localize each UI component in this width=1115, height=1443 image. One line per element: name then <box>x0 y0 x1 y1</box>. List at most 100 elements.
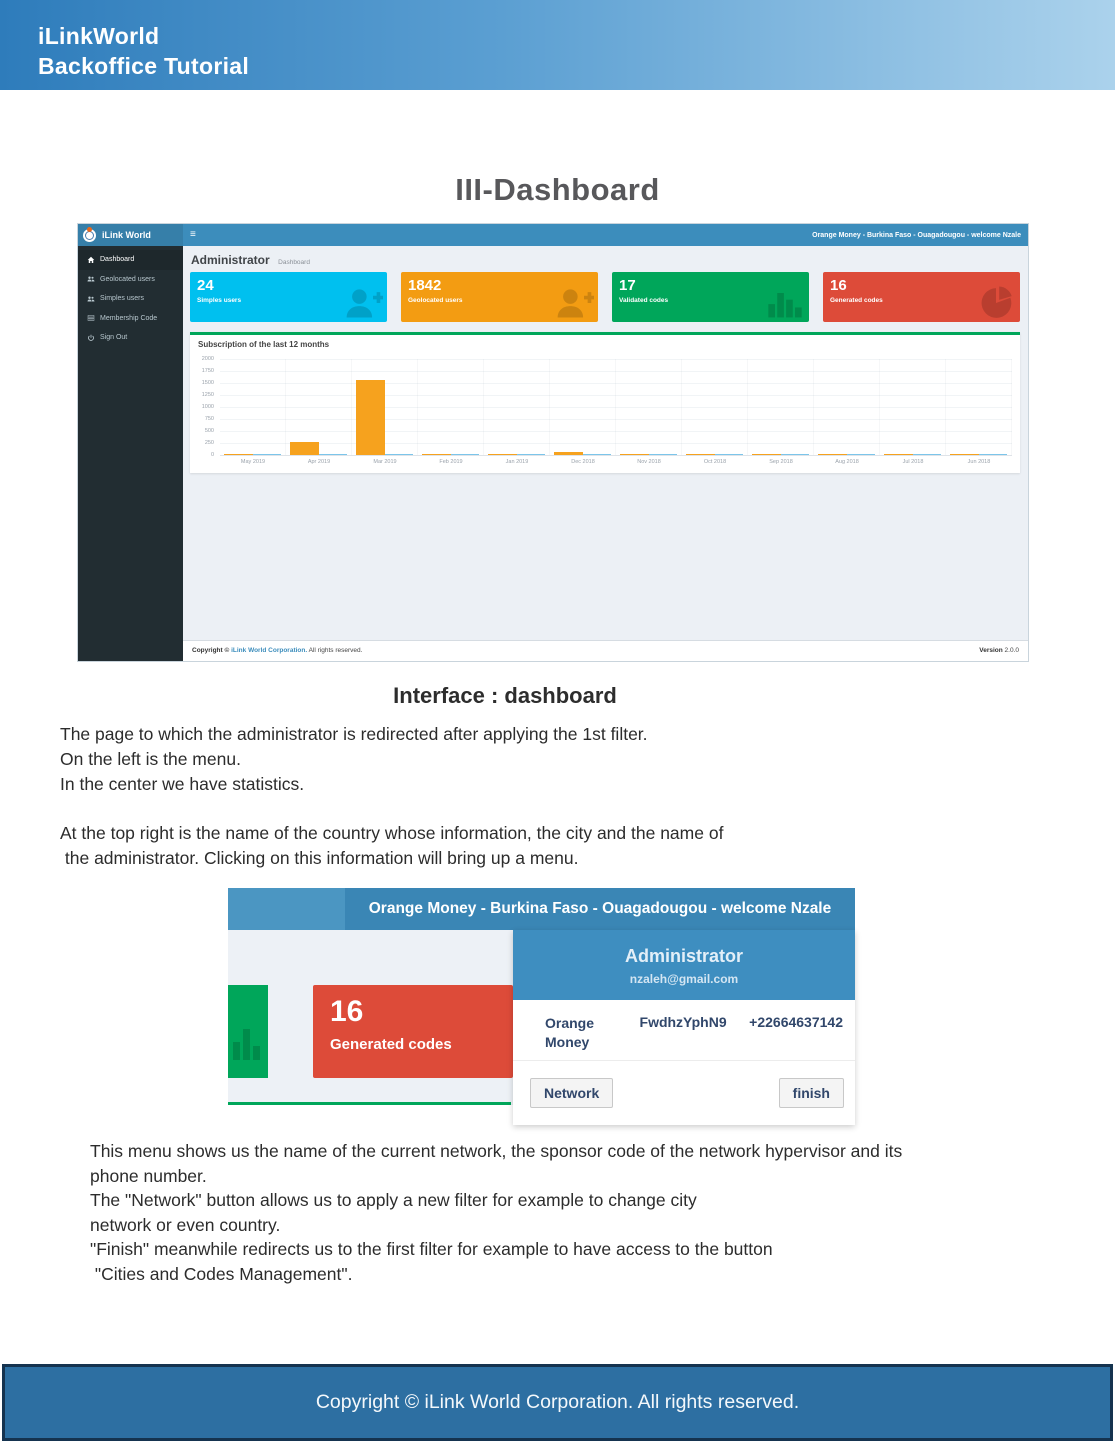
sidebar-item-dashboard[interactable]: Dashboard <box>78 250 183 270</box>
y-tick-label: 2000 <box>201 356 214 362</box>
bar-blue <box>714 454 744 455</box>
text-line: This menu shows us the name of the curre… <box>90 1141 903 1161</box>
gridline <box>220 443 1012 444</box>
breadcrumb: Dashboard <box>278 259 310 266</box>
user-banner-large[interactable]: Orange Money - Burkina Faso - Ouagadougo… <box>345 888 855 930</box>
text-line: network or even country. <box>90 1214 281 1235</box>
bar-blue <box>582 454 612 455</box>
bar-orange <box>817 454 847 455</box>
sidebar: Dashboard Geolocated users Simples users Me… <box>78 246 183 661</box>
x-tick-label: Aug 2018 <box>835 459 859 465</box>
card-label: Generated codes <box>830 297 883 304</box>
gridline <box>220 407 1012 408</box>
bar-blue <box>912 454 942 455</box>
chart-title: Subscription of the last 12 months <box>198 340 330 349</box>
corporation-link[interactable]: iLink World Corporation. <box>231 647 308 654</box>
bar-blue <box>318 454 348 455</box>
users-icon <box>87 275 95 283</box>
bar-orange <box>355 380 385 455</box>
gridline <box>220 371 1012 372</box>
bar-orange <box>949 454 979 455</box>
dashboard-copyright: Copyright © iLink World Corporation. All… <box>192 647 363 654</box>
bar-chart-icon <box>233 1042 240 1060</box>
bar-orange <box>223 454 253 455</box>
bar-orange <box>421 454 451 455</box>
user-menu-dropdown: Administrator nzaleh@gmail.com Orange Mo… <box>513 930 855 1125</box>
gridline <box>220 395 1012 396</box>
y-tick-label: 750 <box>204 416 214 422</box>
popup-body: 16 Generated codes Administrator nzaleh@… <box>228 930 855 1130</box>
x-tick-label: Oct 2018 <box>703 459 727 465</box>
sidebar-item-membership-code[interactable]: Membership Code <box>78 309 183 329</box>
y-tick-label: 1500 <box>201 380 214 386</box>
page-heading: Administrator <box>191 253 270 267</box>
bar-group <box>220 359 286 455</box>
bar-blue <box>450 454 480 455</box>
bar-blue <box>978 454 1008 455</box>
bar-group <box>484 359 550 455</box>
page-footer: Copyright © iLink World Corporation. All… <box>2 1364 1113 1441</box>
x-tick-label: Nov 2018 <box>637 459 661 465</box>
card-value: 16 <box>830 277 847 294</box>
y-tick-label: 1000 <box>201 404 214 410</box>
user-plus-icon <box>554 286 595 320</box>
gridline <box>220 419 1012 420</box>
content-heading: Administrator Dashboard <box>191 251 310 269</box>
dashboard-screenshot: iLink World ≡ Orange Money - Burkina Fas… <box>78 224 1028 661</box>
bar-chart-icon <box>765 286 805 320</box>
gridline <box>220 359 1012 360</box>
network-button[interactable]: Network <box>530 1078 614 1108</box>
text-line: In the center we have statistics. <box>60 774 305 794</box>
sidebar-item-label: Geolocated users <box>100 275 155 283</box>
generated-codes-card: 16 Generated codes <box>313 985 513 1078</box>
sidebar-item-geolocated-users[interactable]: Geolocated users <box>78 270 183 290</box>
brand-subtitle: Backoffice Tutorial <box>38 53 250 79</box>
x-tick-label: Sep 2018 <box>769 459 793 465</box>
finish-button[interactable]: finish <box>778 1078 844 1108</box>
chart-x-axis: May 2019 Apr 2019 Mar 2019 Feb 2019 Jan 2019… <box>220 456 1012 465</box>
power-icon <box>87 334 95 342</box>
sponsor-code: FwdhzYphN9 <box>639 1014 727 1030</box>
text-line: "Cities and Codes Management". <box>90 1263 353 1284</box>
hamburger-icon[interactable]: ≡ <box>190 229 196 240</box>
sidebar-item-sign-out[interactable]: Sign Out <box>78 328 183 348</box>
gridline <box>220 383 1012 384</box>
x-tick-label: Mar 2019 <box>373 459 397 465</box>
card-label: Simples users <box>197 297 242 304</box>
stat-card-geolocated-users: 1842 Geolocated users <box>401 272 598 322</box>
bar-chart-icon <box>243 1029 250 1060</box>
y-tick-label: 1750 <box>201 368 214 374</box>
bar-chart-icon <box>253 1046 260 1060</box>
dashboard-content: Administrator Dashboard 24 Simples users 1… <box>183 246 1028 661</box>
bar-group <box>550 359 616 455</box>
user-banner[interactable]: Orange Money - Burkina Faso - Ouagadougo… <box>812 232 1021 239</box>
chart-plot-area <box>220 359 1012 456</box>
card-label: Generated codes <box>330 1036 452 1053</box>
bar-blue <box>384 453 414 455</box>
stat-card-simples-users: 24 Simples users <box>190 272 387 322</box>
card-value: 1842 <box>408 277 442 294</box>
bar-group <box>286 359 352 455</box>
sidebar-item-label: Simples users <box>100 295 144 303</box>
text-line: The "Network" button allows us to apply … <box>90 1190 697 1211</box>
brand-title: iLinkWorld <box>38 23 160 49</box>
brand-logo-area[interactable]: iLink World <box>78 224 183 246</box>
section-title: III-Dashboard <box>455 172 660 207</box>
sidebar-item-simples-users[interactable]: Simples users <box>78 289 183 309</box>
table-icon <box>87 314 95 322</box>
pie-chart-icon <box>976 286 1016 320</box>
paragraph-2: At the top right is the name of the coun… <box>60 821 723 871</box>
page-header: iLinkWorld Backoffice Tutorial <box>0 0 1115 90</box>
x-tick-label: Jul 2018 <box>902 459 924 465</box>
card-value: 16 <box>330 995 364 1028</box>
stat-cards-row: 24 Simples users 1842 Geolocated users 17 Val… <box>190 272 1020 322</box>
bar-group <box>418 359 484 455</box>
bar-group <box>946 359 1012 455</box>
text-line: On the left is the menu. <box>60 749 241 769</box>
text-line: phone number. <box>90 1165 207 1186</box>
sidebar-item-label: Membership Code <box>100 314 158 322</box>
dropdown-title: Administrator <box>624 946 743 966</box>
panel-background <box>228 1105 513 1130</box>
x-tick-label: Apr 2019 <box>307 459 331 465</box>
